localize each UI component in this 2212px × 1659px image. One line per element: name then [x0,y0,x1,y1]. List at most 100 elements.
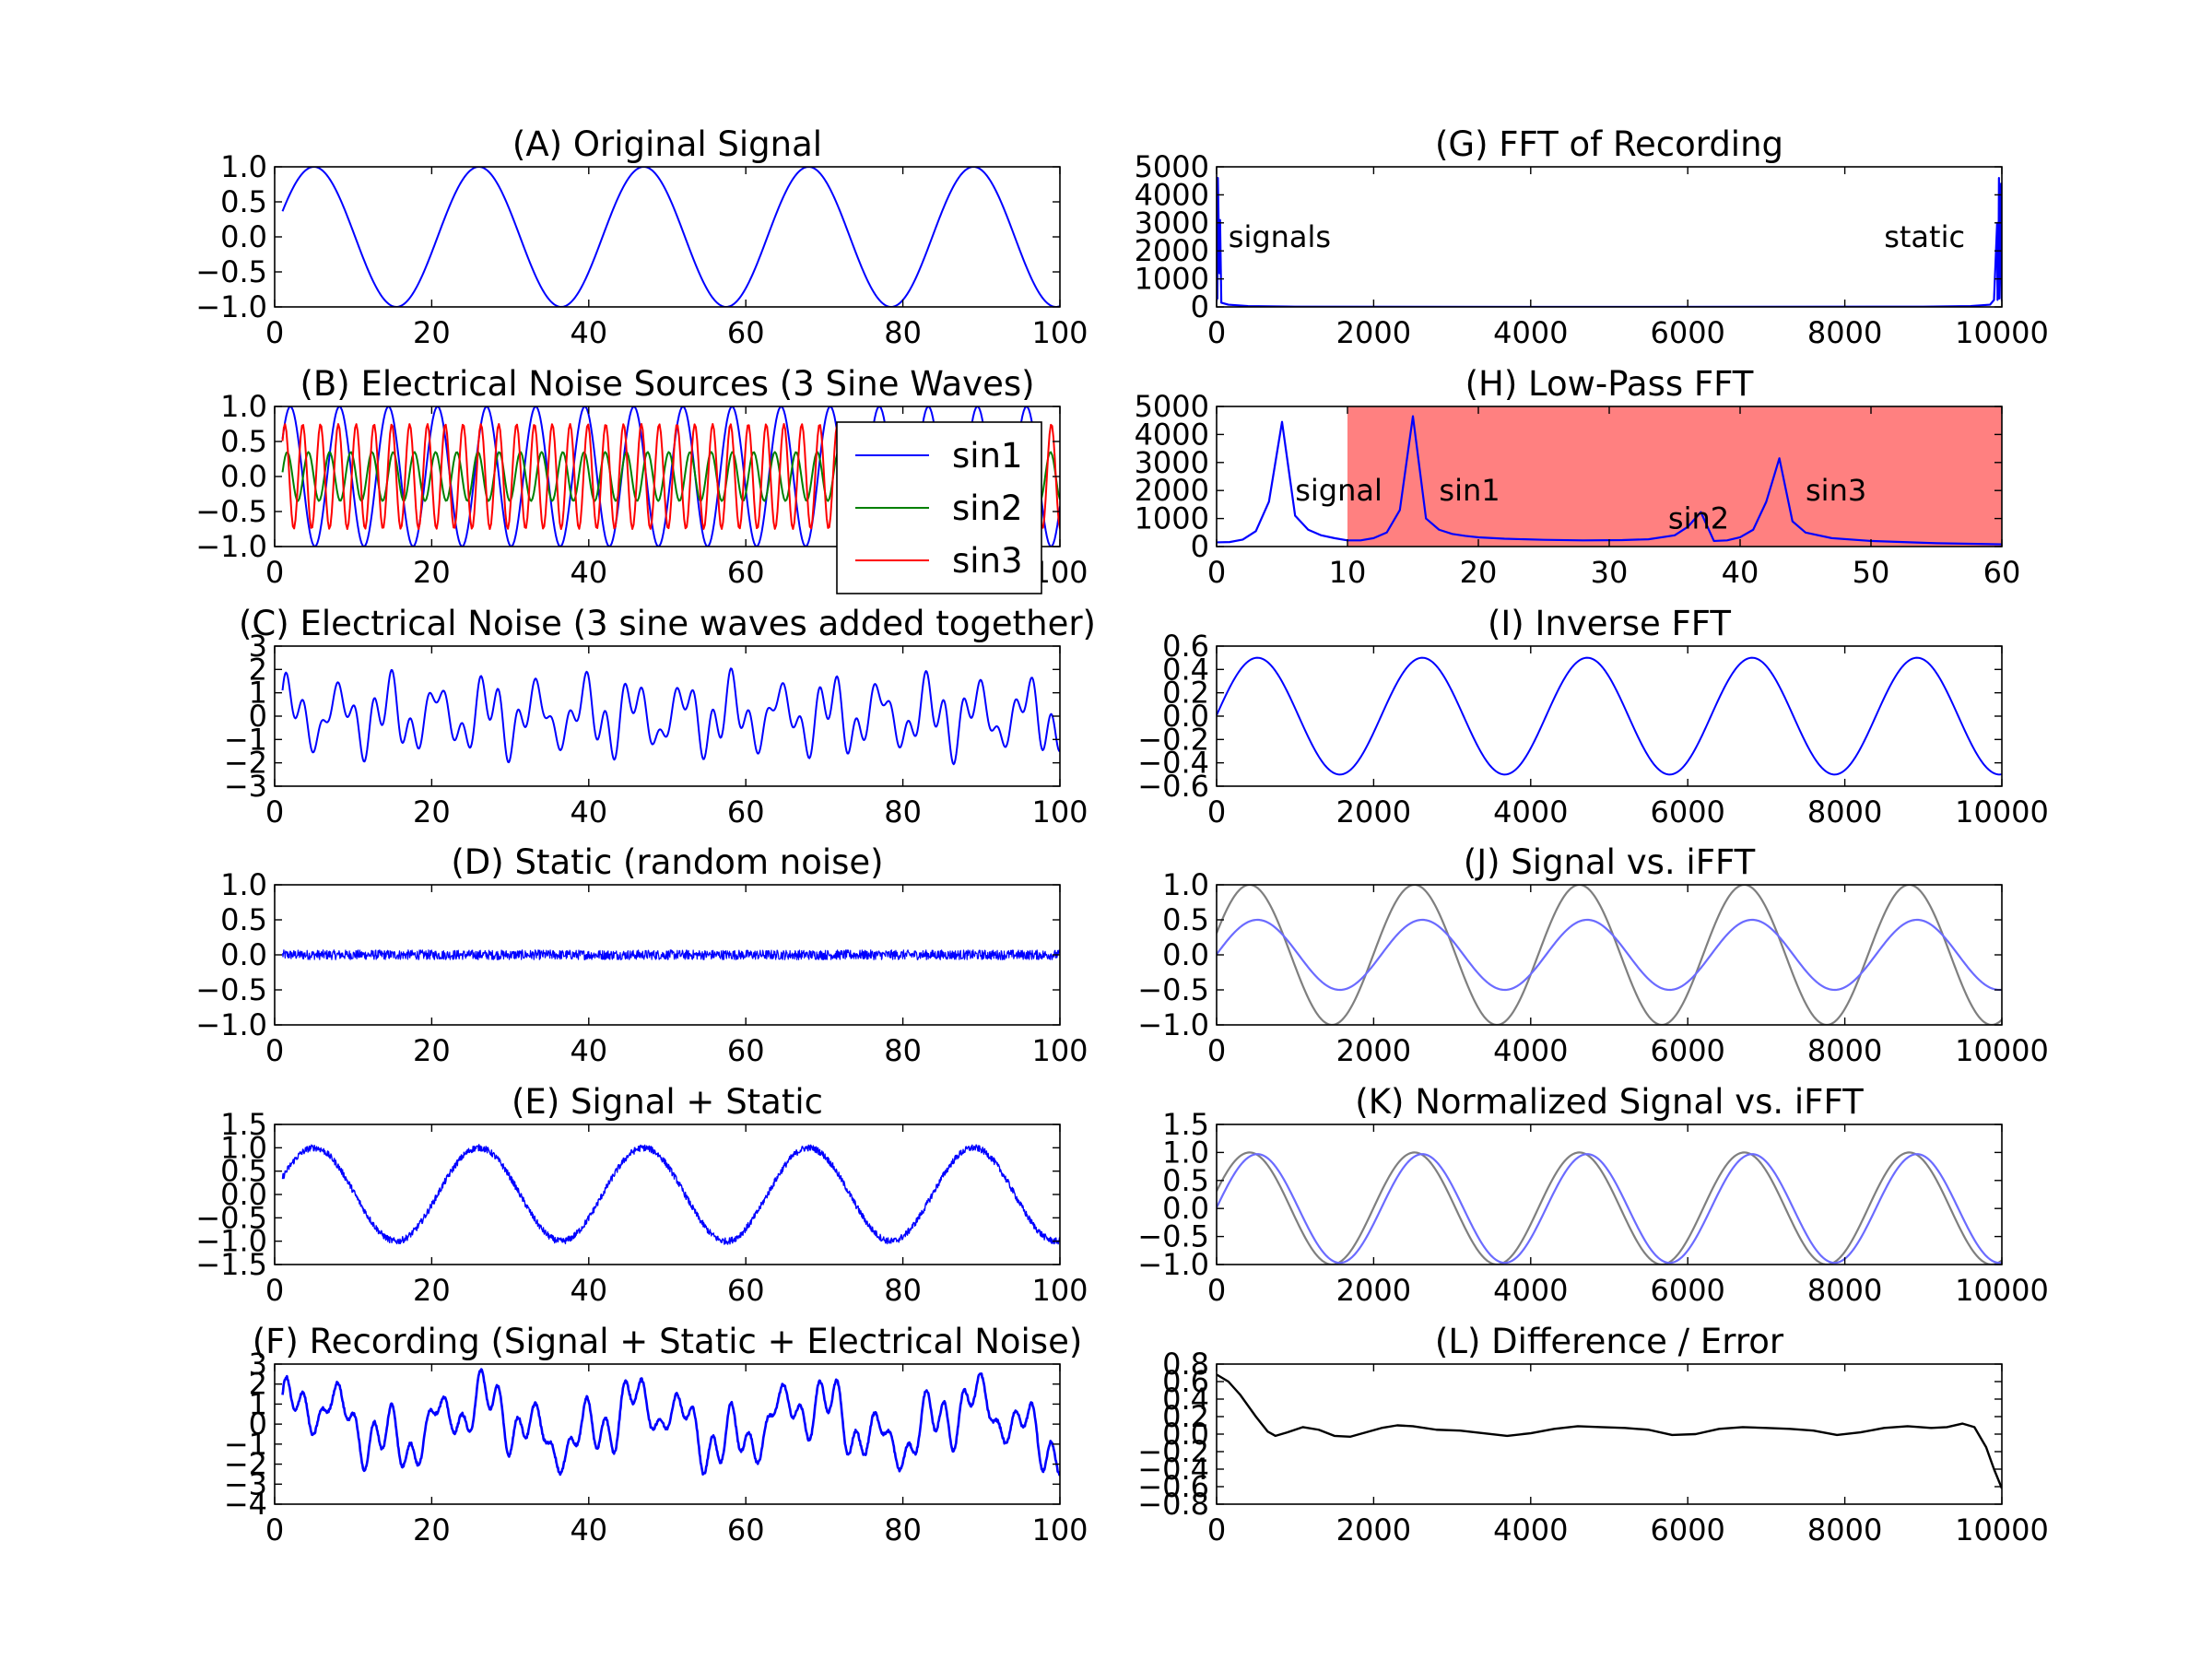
x-tick-label: 0 [1207,315,1226,350]
x-tick-label: 8000 [1807,1273,1882,1308]
y-tick-label: −4 [224,1487,267,1522]
y-tick-label: 3 [249,1347,267,1382]
panel-title: (J) Signal vs. iFFT [1464,842,1756,882]
y-tick-label: −0.6 [1137,1469,1209,1504]
plot-area [1217,656,2002,776]
legend-label-sin1: sin1 [952,436,1023,476]
plot-area [281,167,1060,307]
panel-i: 0 2000 4000 6000 8000 10000 −0.6−0.4−0.20.00.2… [1137,604,2049,830]
panel-title: (F) Recording (Signal + Static + Electri… [253,1322,1083,1361]
x-tick-label: 60 [727,315,765,350]
x-tick-label: 100 [1031,1512,1088,1547]
x-tick-label: 8000 [1807,1033,1882,1068]
y-tick-label: 2000 [1135,473,1209,508]
panel-j: 0 2000 4000 6000 8000 10000 −1.0−0.50.00.51.0 (… [1137,842,2049,1068]
y-tick-label: 0.0 [1162,937,1209,972]
x-tick-label: 2000 [1336,1512,1411,1547]
y-tick-label: 0.0 [1162,1417,1209,1452]
panel-title: (I) Inverse FFT [1488,604,1731,643]
x-tick-label: 40 [570,794,607,830]
x-tick-label: 8000 [1807,794,1882,830]
y-tick-label: −0.8 [1137,1487,1209,1522]
y-tick-label: 0.5 [220,1154,267,1189]
y-tick-label: 0.5 [220,184,267,219]
x-tick-label: 10000 [1955,315,2049,350]
y-tick-label: 0.0 [220,1177,267,1212]
panel-g: 0 2000 4000 6000 8000 10000010002000300040005… [1135,124,2049,350]
y-tick-label: 0.6 [1162,629,1209,664]
series-1-line [1217,885,2002,1025]
legend-label-sin2: sin2 [952,488,1023,528]
y-tick-label: 4000 [1135,417,1209,452]
x-tick-label: 100 [1031,794,1088,830]
x-tick-label: 60 [727,1512,765,1547]
x-tick-label: 20 [413,1512,451,1547]
y-tick-label: 1.0 [220,149,267,184]
panel-a: 0 20 40 60 80 100 −1.0−0.50.00.51.0 (A) Origina… [195,124,1088,350]
x-tick-label: 4000 [1493,1512,1568,1547]
x-tick-label: 50 [1853,555,1890,590]
y-tick-label: −1.0 [195,1007,267,1042]
panel-l: 0 2000 4000 6000 8000 10000−0.8−0.6−0.4−0.20.… [1137,1322,2049,1547]
y-tick-label: −1.5 [195,1247,267,1282]
y-tick-label: −0.5 [1137,972,1209,1007]
x-tick-label: 6000 [1650,1033,1724,1068]
x-tick-label: 20 [1460,555,1498,590]
y-tick-label: 0 [249,699,267,734]
y-tick-label: −0.4 [1137,746,1209,781]
y-tick-label: 2 [249,1367,267,1402]
stopband-region [1347,406,2002,547]
x-tick-label: 0 [1207,555,1226,590]
y-tick-label: 1.0 [1162,867,1209,902]
y-tick-label: −0.5 [195,254,267,289]
x-tick-label: 20 [413,794,451,830]
y-tick-label: 0.5 [1162,1163,1209,1198]
legend: sin1 sin2 sin3 [836,421,1042,594]
panel-title: (A) Original Signal [512,124,822,164]
series-1-line [281,1144,1060,1245]
y-tick-label: 1000 [1135,262,1209,297]
y-tick-label: 0 [249,1406,267,1441]
y-tick-label: 1.5 [220,1107,267,1142]
x-tick-label: 2000 [1336,794,1411,830]
x-tick-label: 2000 [1336,1273,1411,1308]
x-tick-label: 80 [884,1273,922,1308]
x-tick-label: 6000 [1650,315,1724,350]
x-tick-label: 60 [1983,555,2021,590]
x-tick-label: 100 [1031,315,1088,350]
panel-title: (G) FFT of Recording [1435,124,1783,164]
plot-area [1217,885,2002,1025]
x-tick-label: 10000 [1955,1033,2049,1068]
x-tick-label: 0 [265,1273,284,1308]
y-tick-label: 1 [249,1386,267,1421]
y-tick-label: −2 [224,1447,267,1482]
y-tick-label: 1.0 [220,1130,267,1165]
x-tick-label: 20 [413,555,451,590]
y-tick-label: −3 [224,769,267,804]
y-tick-label: −0.5 [1137,1219,1209,1254]
series-1-line [1217,656,2002,776]
x-tick-label: 0 [265,555,284,590]
plot-area [1217,1151,2002,1265]
y-tick-label: −1.0 [195,1224,267,1259]
y-tick-label: 5000 [1135,389,1209,424]
y-tick-label: 4000 [1135,177,1209,212]
x-tick-label: 0 [265,315,284,350]
y-tick-label: 0.0 [1162,699,1209,734]
x-tick-label: 10000 [1955,1512,2049,1547]
x-tick-label: 100 [1031,1033,1088,1068]
x-tick-label: 0 [265,1033,284,1068]
panel-title: (B) Electrical Noise Sources (3 Sine Wav… [300,364,1034,404]
x-tick-label: 0 [1207,1033,1226,1068]
legend-label-sin3: sin3 [952,541,1023,581]
y-tick-label: 0.0 [220,219,267,254]
y-tick-label: 0.0 [220,459,267,494]
series-1-line [281,1368,1060,1477]
x-tick-label: 4000 [1493,1033,1568,1068]
x-tick-label: 80 [884,1512,922,1547]
y-tick-label: −1 [224,722,267,757]
